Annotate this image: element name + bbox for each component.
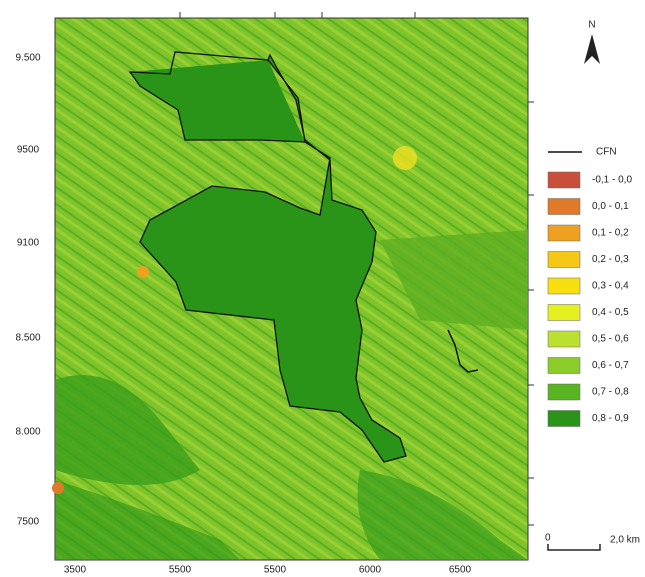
legend-swatch xyxy=(547,224,581,242)
legend-swatch xyxy=(547,357,581,374)
legend-swatch xyxy=(547,304,581,321)
legend-swatch xyxy=(547,410,581,427)
legend-swatch xyxy=(547,251,581,268)
bottom-coordinate-label: 6000 xyxy=(359,565,382,576)
map-frame xyxy=(52,17,529,561)
north-arrow: N xyxy=(584,20,600,64)
legend-label: 0,0 - 0,1 xyxy=(592,201,629,212)
legend: CFN -0,1 - 0,0 0,0 - 0,1 0,1 - 0,2 0,2 - 0,… xyxy=(547,147,632,427)
north-label: N xyxy=(588,20,595,31)
bottom-coordinate-label: 5500 xyxy=(169,565,192,576)
legend-label: 0,3 - 0,4 xyxy=(592,281,629,292)
left-coordinate-label: 7500 xyxy=(17,517,40,528)
legend-label: 0,6 - 0,7 xyxy=(592,360,629,371)
left-coordinate-label: 8.000 xyxy=(15,427,40,438)
bottom-coordinate-label: 3500 xyxy=(64,565,87,576)
left-coordinate-label: 9100 xyxy=(17,238,40,249)
legend-label: 0,7 - 0,8 xyxy=(592,387,629,398)
legend-swatch xyxy=(547,330,581,348)
bottom-coordinate-label: 6500 xyxy=(449,565,472,576)
legend-swatch xyxy=(547,198,581,215)
left-coordinate-label: 9.500 xyxy=(15,53,40,64)
legend-label: 0,1 - 0,2 xyxy=(592,228,629,239)
legend-label: 0,8 - 0,9 xyxy=(592,413,629,424)
bottom-coordinate-label: 5500 xyxy=(264,565,287,576)
left-coordinate-label: 9500 xyxy=(17,145,40,156)
scale-label: 2,0 km xyxy=(610,535,640,546)
legend-label: 0,4 - 0,5 xyxy=(592,307,629,318)
svg-text:0: 0 xyxy=(545,533,551,544)
legend-swatch xyxy=(547,277,581,295)
frame-ticks xyxy=(179,12,534,526)
legend-label: -0,1 - 0,0 xyxy=(592,175,632,186)
legend-swatch xyxy=(547,383,581,401)
left-coordinate-label: 8.500 xyxy=(15,333,40,344)
legend-swatch xyxy=(547,171,581,189)
legend-label: 0,5 - 0,6 xyxy=(592,334,629,345)
legend-label: 0,2 - 0,3 xyxy=(592,254,629,265)
scale-bar: 0 2,0 km xyxy=(545,533,640,551)
legend-boundary: CFN xyxy=(596,147,617,158)
